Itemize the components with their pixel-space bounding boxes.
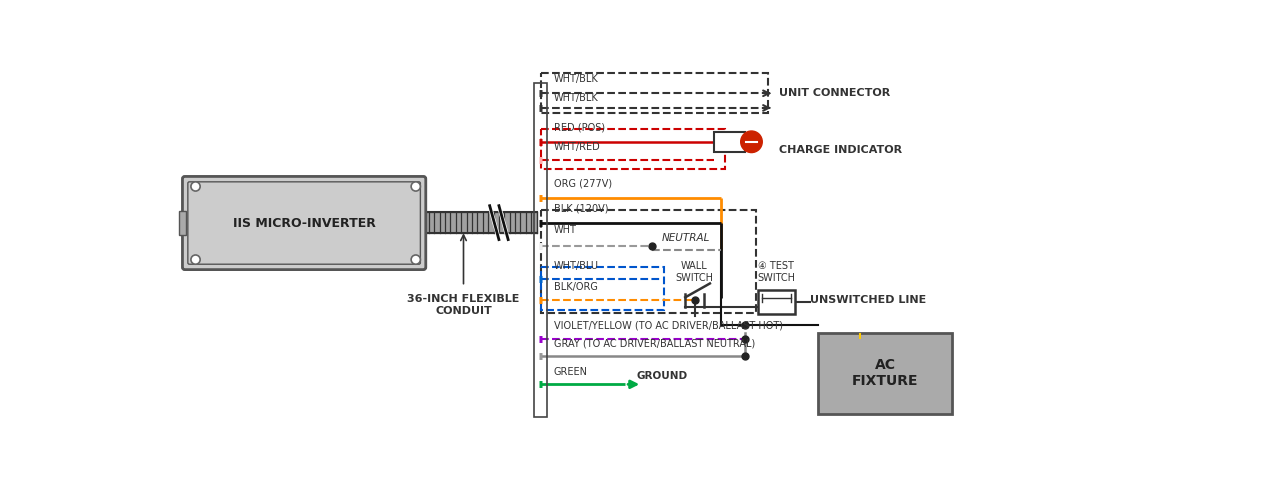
Bar	[540, 209, 756, 313]
Text: BLK (120V): BLK (120V)	[553, 203, 608, 213]
Text: 36-INCH FLEXIBLE
CONDUIT: 36-INCH FLEXIBLE CONDUIT	[407, 294, 520, 316]
Circle shape	[411, 182, 420, 191]
Circle shape	[191, 255, 200, 264]
Bar	[540, 267, 664, 310]
Text: UNIT CONNECTOR: UNIT CONNECTOR	[780, 88, 891, 99]
Text: BLK/ORG: BLK/ORG	[553, 282, 598, 292]
Bar	[818, 333, 952, 414]
Text: GREEN: GREEN	[553, 367, 588, 377]
Text: VIOLET/YELLOW (TO AC DRIVER/BALLAST HOT): VIOLET/YELLOW (TO AC DRIVER/BALLAST HOT)	[553, 320, 782, 331]
Bar	[714, 132, 745, 152]
Circle shape	[411, 255, 420, 264]
FancyBboxPatch shape	[183, 176, 426, 270]
Text: ④ TEST
SWITCH: ④ TEST SWITCH	[756, 261, 795, 283]
Circle shape	[191, 182, 200, 191]
Text: GROUND: GROUND	[636, 371, 687, 381]
Bar	[759, 291, 795, 313]
Text: WHT/BLK: WHT/BLK	[553, 74, 598, 84]
Bar	[179, 211, 187, 235]
Text: WALL
SWITCH: WALL SWITCH	[676, 261, 713, 283]
Text: IIS MICRO-INVERTER: IIS MICRO-INVERTER	[233, 216, 375, 230]
Text: GRAY (TO AC DRIVER/BALLAST NEUTRAL): GRAY (TO AC DRIVER/BALLAST NEUTRAL)	[553, 338, 755, 348]
Circle shape	[741, 131, 763, 152]
FancyBboxPatch shape	[188, 182, 420, 264]
Text: NEUTRAL: NEUTRAL	[662, 233, 710, 243]
Text: RED (POS): RED (POS)	[553, 123, 604, 133]
Text: ORG (277V): ORG (277V)	[553, 179, 612, 189]
Bar	[540, 129, 726, 169]
Text: UNSWITCHED LINE: UNSWITCHED LINE	[810, 296, 927, 305]
Text: AC
FIXTURE: AC FIXTURE	[851, 358, 918, 388]
Bar	[540, 73, 768, 113]
Text: CHARGE INDICATOR: CHARGE INDICATOR	[780, 145, 902, 155]
Text: WHT/BLK: WHT/BLK	[553, 93, 598, 103]
Text: WHT/RED: WHT/RED	[553, 142, 600, 152]
Text: WHT: WHT	[553, 225, 576, 235]
Bar	[534, 83, 547, 417]
Text: WHT/BLU: WHT/BLU	[553, 261, 599, 271]
